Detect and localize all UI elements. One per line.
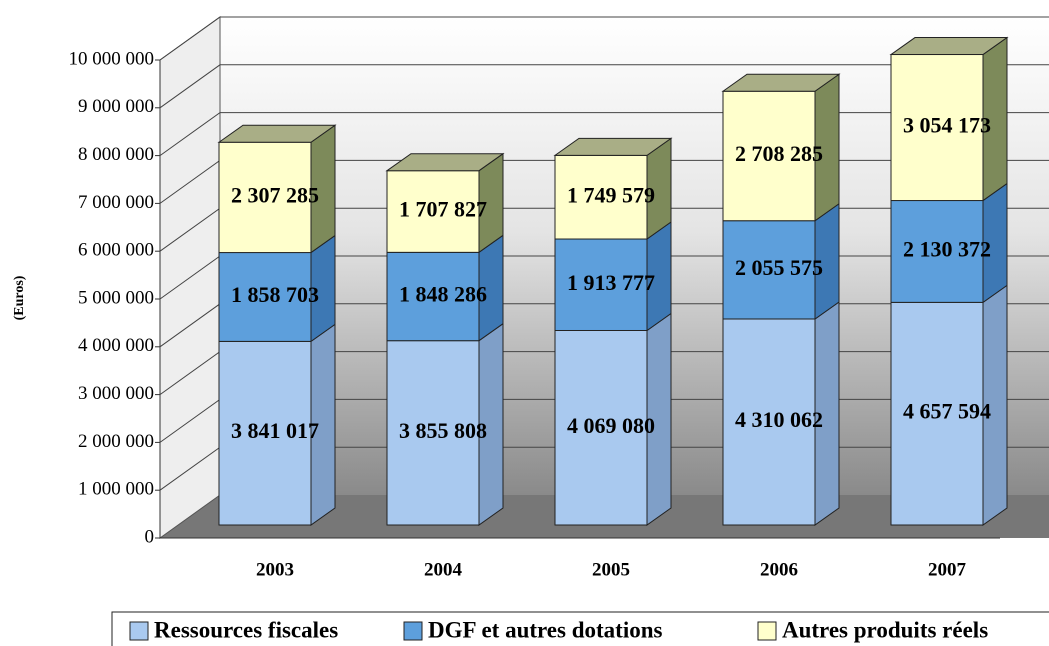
bar [890,301,984,526]
value-label: 4 657 594 [903,399,991,424]
bar [386,340,480,526]
x-tick-label: 2006 [760,559,798,580]
y-tick-label: 3 000 000 [78,383,154,404]
bar-top [553,137,673,156]
bar-top [217,124,337,143]
value-label: 1 848 286 [399,282,487,307]
bar [722,318,816,526]
legend-swatch [129,621,149,641]
bar [554,154,648,240]
bar-top [721,73,841,92]
y-tick-label: 8 000 000 [78,144,154,165]
value-label: 4 069 080 [567,413,655,438]
bar [218,340,312,526]
grid-line [159,64,1049,109]
x-tick-label: 2007 [928,559,967,580]
value-label: 3 841 017 [231,418,319,443]
bar [890,200,984,303]
bar [218,141,312,254]
value-label: 1 913 777 [567,270,655,295]
y-tick-label: 1 000 000 [78,479,154,500]
legend-label: DGF et autres dotations [428,617,663,642]
bar [722,220,816,320]
bar [218,252,312,342]
x-tick-label: 2003 [256,559,294,580]
bar-top [385,153,505,172]
value-label: 3 855 808 [399,418,487,443]
y-tick-label: 5 000 000 [78,287,154,308]
x-tick-label: 2005 [592,559,630,580]
y-axis-label: (Euros) [12,275,27,320]
bar [386,251,480,342]
bar [386,170,480,253]
value-label: 3 054 173 [903,113,991,138]
bar-top [889,37,1009,56]
legend-label: Ressources fiscales [154,617,338,642]
grid-line [159,16,1049,61]
y-tick-label: 2 000 000 [78,431,154,452]
x-tick-label: 2004 [424,559,463,580]
legend-swatch [403,621,423,641]
value-label: 2 055 575 [735,255,823,280]
bar [722,90,816,222]
legend-label: Autres produits réels [782,617,988,642]
value-label: 1 707 827 [399,197,487,222]
y-tick-label: 4 000 000 [78,335,154,356]
value-label: 2 708 285 [735,141,823,166]
value-label: 4 310 062 [735,407,823,432]
y-tick-label: 0 [145,526,155,547]
value-label: 1 749 579 [567,182,655,207]
value-label: 1 858 703 [231,282,319,307]
value-label: 2 307 285 [231,182,319,207]
y-tick-label: 7 000 000 [78,192,154,213]
value-label: 2 130 372 [903,236,991,261]
bar [554,238,648,331]
bar [554,329,648,526]
y-tick-label: 6 000 000 [78,240,154,261]
legend-swatch [757,621,777,641]
bar [890,54,984,202]
y-tick-label: 10 000 000 [69,48,155,69]
y-tick-label: 9 000 000 [78,96,154,117]
legend-box [111,611,1049,646]
